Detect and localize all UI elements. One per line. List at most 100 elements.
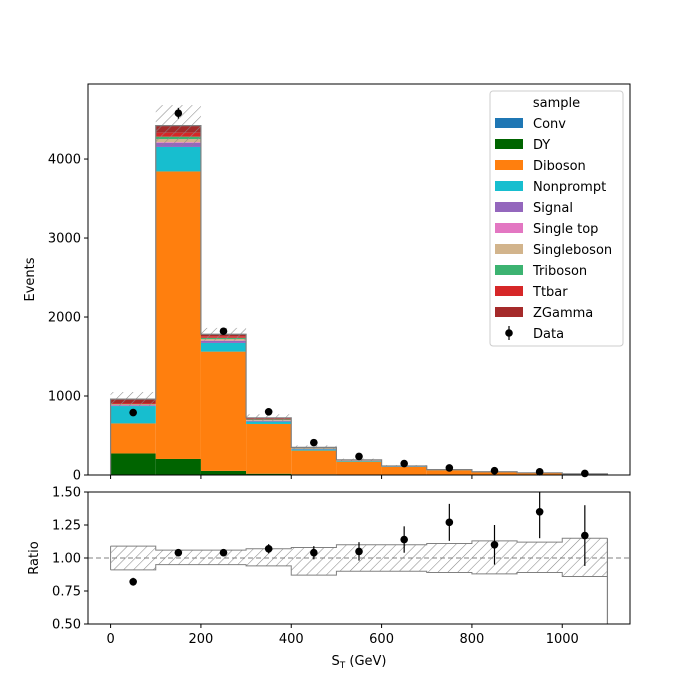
data-point-6 [400, 459, 408, 468]
legend-swatch-singleboson [495, 244, 523, 254]
bar-diboson-bin-7 [426, 470, 472, 475]
main-y-tick-label-4000: 4000 [48, 153, 81, 168]
main-y-tick-label-0: 0 [73, 469, 81, 484]
bar-signal-bin-2 [200, 340, 247, 343]
x-tick-label-1000: 1000 [546, 632, 579, 647]
legend: sample Conv DY Diboson Nonprompt Signal Single… [489, 90, 624, 347]
x-tick-label-400: 400 [279, 632, 304, 647]
bar-diboson-bin-0 [110, 423, 156, 454]
legend-label-zgamma: ZGamma [533, 306, 593, 321]
ratio-point-5 [355, 547, 363, 556]
ratio-uncertainty-band [110, 537, 609, 624]
bar-diboson-bin-6 [381, 466, 427, 475]
data-points [129, 107, 589, 478]
bar-nonprompt-bin-5 [336, 461, 382, 462]
legend-swatch-single-top [495, 223, 523, 233]
legend-label-singleboson: Singleboson [533, 243, 612, 258]
x-axis-label-unit: (GeV) [345, 654, 386, 669]
ratio-y-tick-label-0: 0.50 [52, 618, 81, 633]
x-axis-label-subscript: T [339, 661, 346, 671]
bar-diboson-bin-4 [291, 450, 337, 475]
ratio-y-tick-label-1: 0.75 [52, 585, 81, 600]
main-y-tick-label-1000: 1000 [48, 390, 81, 405]
ratio-point-4 [310, 548, 318, 557]
main-axes-frame [87, 83, 631, 476]
legend-label-data: Data [533, 327, 564, 342]
legend-label-conv: Conv [533, 117, 566, 132]
main-y-ticks: 0 1000 2000 3000 4000 [48, 153, 88, 484]
main-y-tick-label-3000: 3000 [48, 232, 81, 247]
x-tick-label-200: 200 [189, 632, 214, 647]
data-point-3 [264, 408, 273, 416]
ratio-band-lower [110, 564, 608, 577]
main-y-axis-label: Events [23, 257, 38, 301]
ratio-band-bin-0 [110, 546, 156, 570]
ratio-band-bin-2 [200, 550, 247, 565]
data-point-4 [310, 438, 318, 447]
bar-nonprompt-bin-2 [200, 342, 247, 352]
x-axis-label-main: S [331, 654, 339, 669]
x-axis-label: ST (GeV) [331, 654, 386, 671]
ratio-point-0 [129, 577, 137, 586]
x-tick-label-600: 600 [369, 632, 394, 647]
data-point-7 [445, 464, 454, 472]
legend-swatch-ttbar [495, 286, 523, 296]
legend-box [489, 90, 624, 347]
ratio-point-10 [581, 531, 589, 540]
bar-diboson-bin-5 [336, 461, 382, 475]
ratio-y-tick-label-2: 1.00 [52, 552, 81, 567]
ratio-y-tick-label-4: 1.50 [52, 486, 81, 501]
legend-swatch-diboson [495, 160, 523, 170]
bar-diboson-bin-3 [246, 423, 292, 474]
bar-diboson-bin-1 [155, 171, 201, 459]
legend-swatch-signal [495, 202, 523, 212]
bar-dy-bin-1 [155, 458, 201, 475]
data-point-2 [219, 327, 228, 336]
legend-swatch-dy [495, 139, 523, 149]
legend-label-diboson: Diboson [533, 159, 586, 174]
ratio-y-ticks: 0.50 0.75 1.00 1.25 1.50 [52, 486, 88, 633]
ratio-point-8 [490, 541, 499, 549]
bar-nonprompt-bin-4 [291, 449, 337, 451]
data-point-0 [129, 408, 137, 417]
ratio-panel: 0.50 0.75 1.00 1.25 1.50 0 200 400 600 800 1000 R… [27, 486, 631, 671]
bar-nonprompt-bin-1 [155, 146, 201, 172]
ratio-point-9 [535, 508, 544, 516]
ratio-y-axis-label: Ratio [27, 541, 42, 574]
x-tick-label-800: 800 [460, 632, 485, 647]
legend-data-marker [505, 329, 513, 337]
ratio-points [129, 492, 589, 586]
bar-dy-bin-2 [200, 470, 247, 475]
ratio-point-2 [219, 548, 228, 557]
ratio-point-3 [264, 544, 273, 553]
data-point-8 [490, 466, 499, 475]
legend-label-ttbar: Ttbar [532, 285, 568, 300]
data-point-5 [355, 452, 363, 461]
data-point-10 [581, 469, 589, 478]
data-point-9 [535, 468, 544, 476]
bar-nonprompt-bin-3 [246, 421, 292, 424]
bar-dy-bin-0 [110, 453, 156, 475]
legend-label-nonprompt: Nonprompt [533, 180, 606, 195]
ratio-point-1 [174, 548, 183, 557]
x-tick-label-0: 0 [106, 632, 114, 647]
legend-label-signal: Signal [533, 201, 573, 216]
legend-swatch-nonprompt [495, 181, 523, 191]
ratio-point-6 [400, 535, 408, 544]
legend-swatch-triboson [495, 265, 523, 275]
bar-diboson-bin-2 [200, 351, 247, 471]
legend-label-dy: DY [533, 138, 550, 153]
main-panel: 0 1000 2000 3000 4000 Events sample Conv DY Dib… [23, 83, 631, 484]
legend-swatch-conv [495, 118, 523, 128]
legend-swatch-zgamma [495, 307, 523, 317]
ratio-point-7 [445, 518, 454, 527]
ratio-y-tick-label-3: 1.25 [52, 519, 81, 534]
ratio-band-bin-1 [155, 550, 201, 565]
data-point-1 [174, 109, 183, 118]
ratio-band-bin-9 [517, 542, 563, 573]
main-y-tick-label-2000: 2000 [48, 311, 81, 326]
ratio-x-ticks: 0 200 400 600 800 1000 [106, 624, 579, 647]
legend-label-single-top: Single top [533, 222, 598, 237]
bar-dy-bin-3 [246, 473, 292, 475]
